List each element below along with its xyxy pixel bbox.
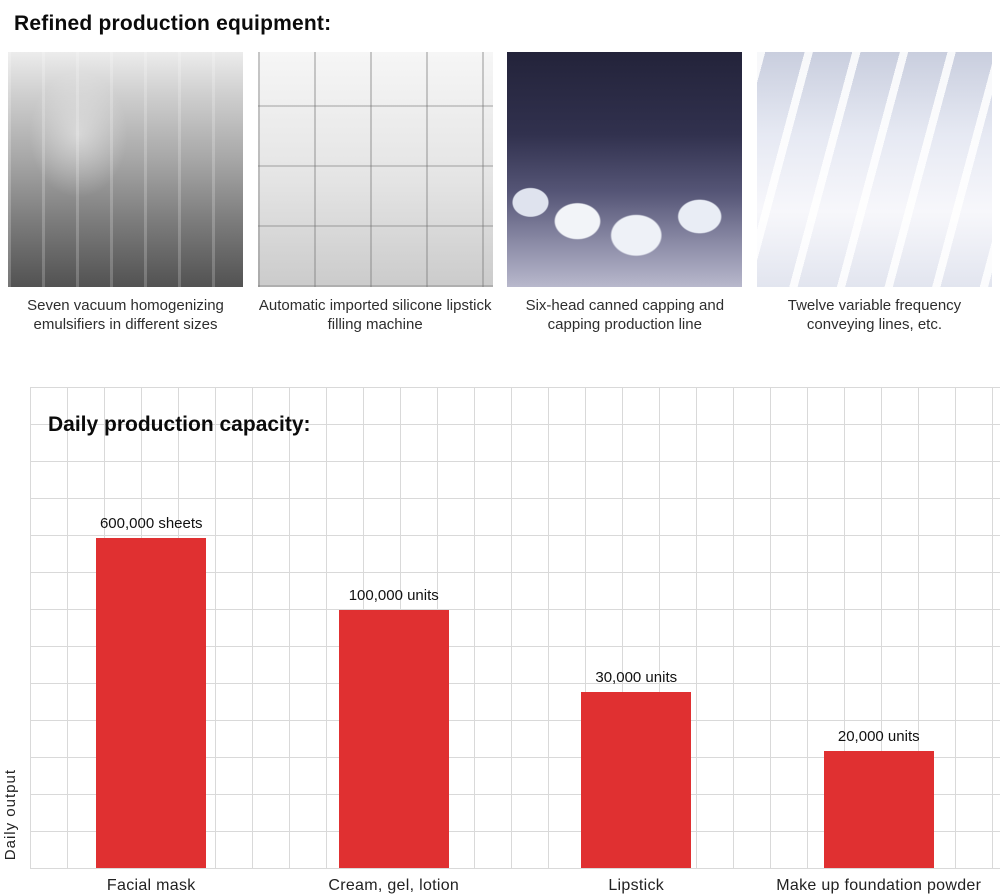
bar-column: 30,000 units [515, 669, 758, 868]
equipment-caption: Seven vacuum homogenizing emulsifiers in… [27, 297, 224, 333]
equipment-row: Seven vacuum homogenizing emulsifiers in… [0, 52, 1000, 335]
bar-column: 600,000 sheets [30, 515, 273, 868]
chart-bars: 600,000 sheets 100,000 units 30,000 units 2… [30, 515, 1000, 868]
category-label: Lipstick [608, 876, 665, 894]
vacuum-homogenizing-emulsifiers-photo [8, 52, 243, 287]
equipment-item: Seven vacuum homogenizing emulsifiers in… [8, 52, 243, 335]
bar [338, 609, 449, 868]
bar-value-label: 20,000 units [837, 727, 920, 745]
bar-value-label: 30,000 units [595, 668, 678, 686]
lipstick-filling-machine-photo [257, 52, 493, 287]
equipment-item: Automatic imported silicone lipstick fil… [257, 52, 493, 335]
bar-value-label: 100,000 units [348, 586, 439, 604]
chart-y-axis-label: Daily output [2, 769, 19, 861]
conveying-lines-factory-photo [756, 52, 992, 287]
category-label: Cream, gel, lotion [328, 876, 460, 894]
page-title: Refined production equipment: [14, 12, 332, 35]
equipment-caption: Automatic imported silicone lipstick fil… [258, 297, 492, 333]
chart-category-axis: Facial mask Cream, gel, lotion Lipstick Mak… [30, 869, 1000, 895]
chart-section: Daily production capacity: 600,000 sheet… [0, 386, 1000, 895]
bar-column: 100,000 units [273, 587, 516, 868]
equipment-caption: Six-head canned capping and capping prod… [525, 297, 725, 333]
bar [581, 691, 692, 868]
chart-title: Daily production capacity: [48, 412, 311, 436]
equipment-item: Six-head canned capping and capping prod… [507, 52, 743, 335]
equipment-caption: Twelve variable frequency conveying line… [787, 297, 962, 333]
bar [96, 537, 207, 868]
category-label: Make up foundation powder [776, 876, 982, 894]
equipment-item: Twelve variable frequency conveying line… [756, 52, 992, 335]
bar-column: 20,000 units [758, 728, 1000, 868]
daily-capacity-chart: Daily production capacity: 600,000 sheet… [30, 386, 1000, 869]
canned-capping-line-photo [507, 52, 743, 287]
category-label: Facial mask [106, 876, 196, 894]
bar-value-label: 600,000 sheets [99, 514, 203, 532]
bar [823, 750, 934, 868]
